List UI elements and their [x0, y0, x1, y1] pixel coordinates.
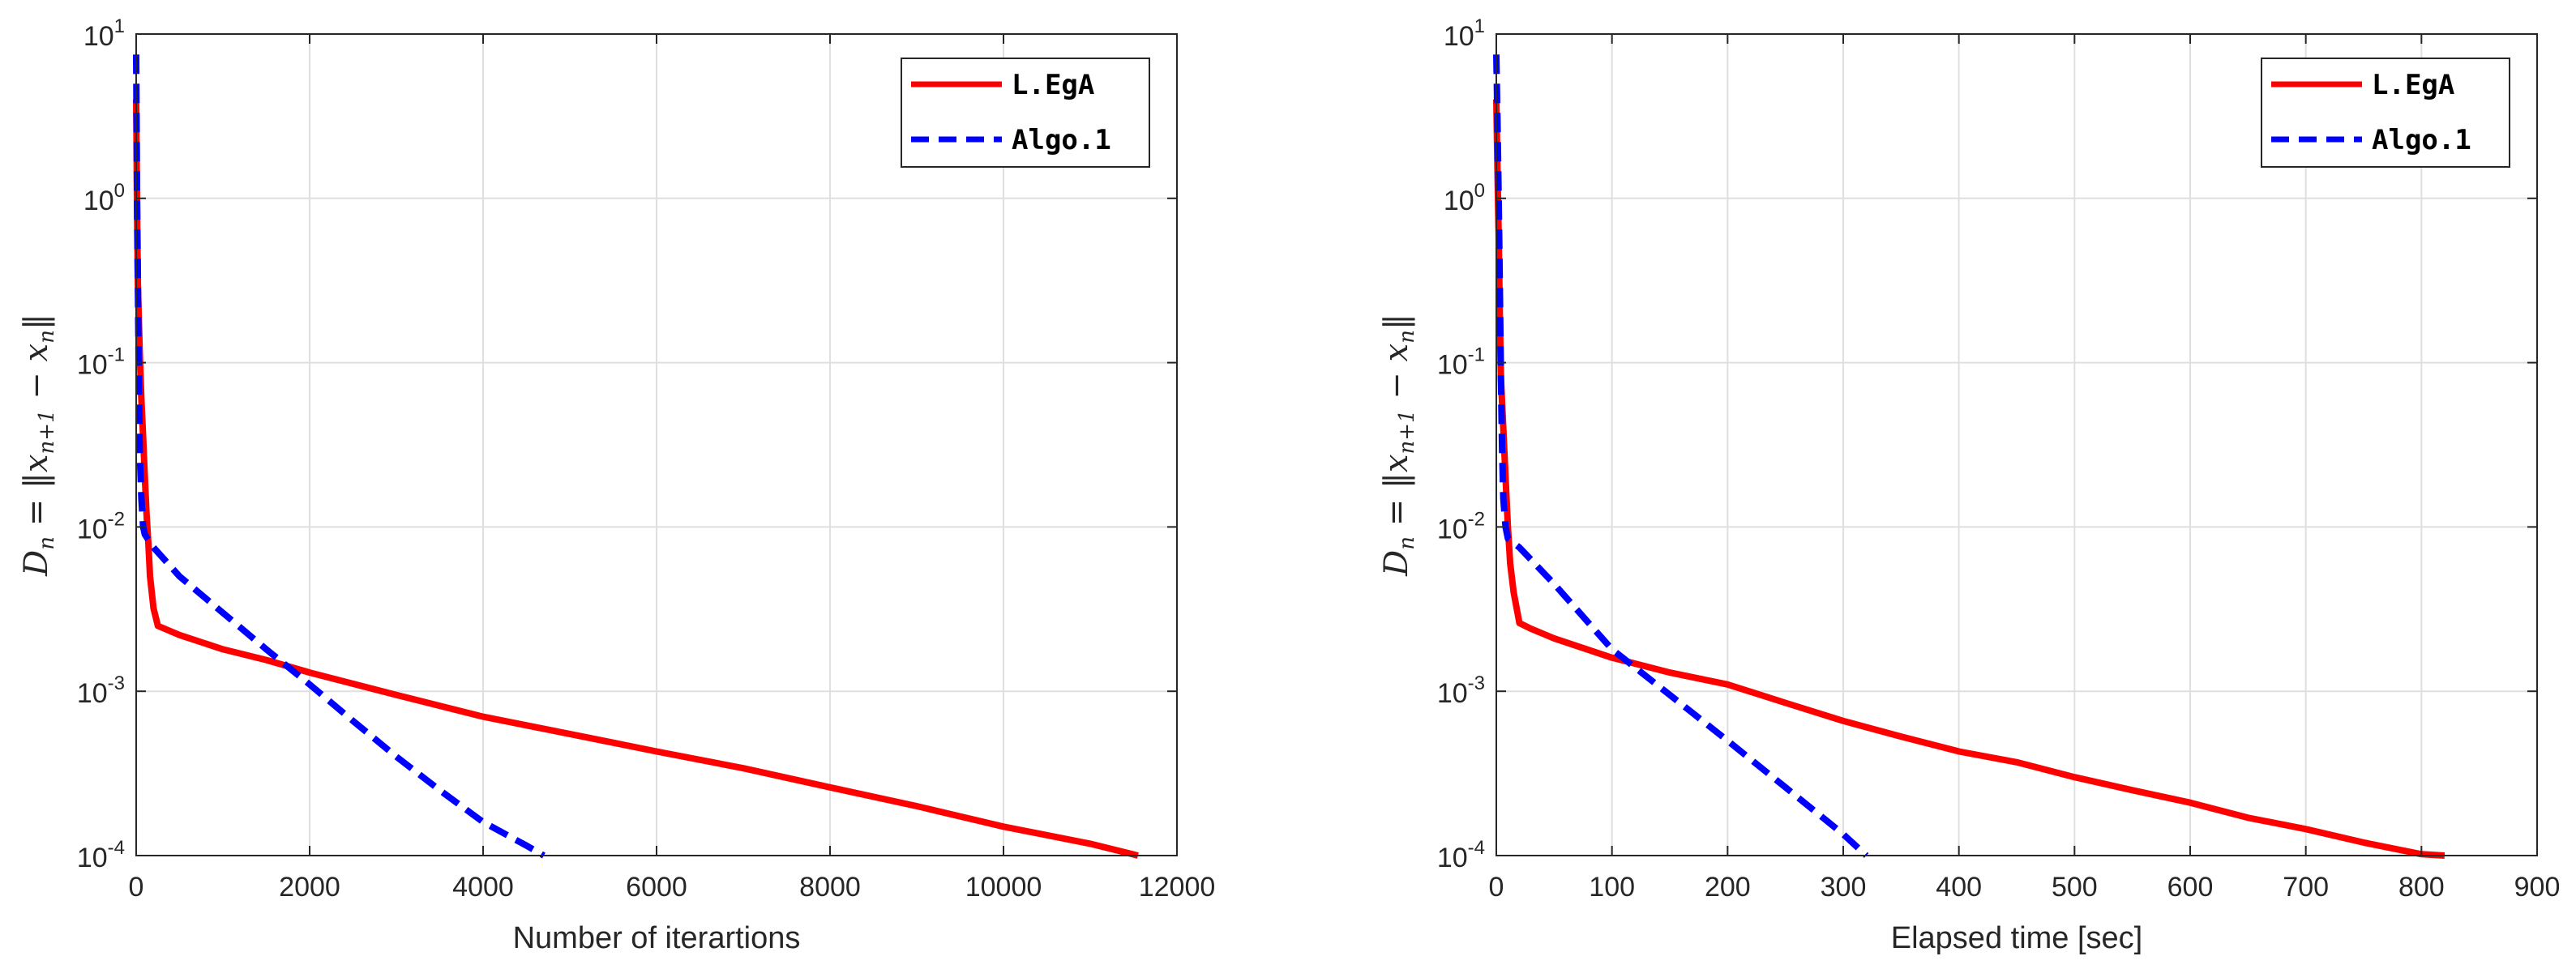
x-tick-label: 700	[2283, 872, 2329, 903]
x-tick-label: 900	[2514, 872, 2561, 903]
y-tick-label: 101	[83, 15, 125, 52]
y-tick-label: 100	[1444, 180, 1485, 216]
x-tick-label: 200	[1705, 872, 1751, 903]
series-line-algo-1	[133, 54, 546, 859]
x-tick-labels: 0 100 200 300 400 500 600 700 800 900	[1489, 872, 2561, 903]
x-tick-label: 4000	[452, 872, 514, 903]
x-tick-label: 6000	[626, 872, 687, 903]
tick-marks	[1496, 33, 2538, 856]
legend-label-algo1: Algo.1	[2372, 124, 2471, 156]
legend: L.EgA Algo.1	[2261, 58, 2510, 168]
legend-label-algo1: Algo.1	[1012, 124, 1111, 156]
x-tick-label: 800	[2398, 872, 2445, 903]
legend-label-lega: L.EgA	[2372, 69, 2454, 101]
y-tick-label: 10-3	[77, 672, 125, 709]
legend: L.EgA Algo.1	[901, 58, 1150, 168]
x-tick-label: 0	[129, 872, 144, 903]
x-tick-label: 400	[1936, 872, 1982, 903]
y-tick-label: 10-2	[1437, 508, 1485, 544]
x-tick-label: 2000	[279, 872, 340, 903]
y-tick-labels: 10-4 10-3 10-2 10-1 100 101	[77, 15, 125, 873]
tick-marks	[135, 33, 1178, 856]
x-tick-label: 0	[1489, 872, 1504, 903]
y-tick-label: 10-4	[1437, 837, 1485, 873]
y-tick-label: 101	[1444, 15, 1485, 52]
y-tick-label: 100	[83, 180, 125, 216]
x-tick-label: 600	[2167, 872, 2214, 903]
x-tick-labels: 0 2000 4000 6000 8000 10000 12000	[129, 872, 1216, 903]
y-tick-label: 10-2	[77, 508, 125, 544]
plot-area	[133, 54, 1139, 859]
chart-elapsed-time: 0 100 200 300 400 500 600 700 800 900 10-410-310-…	[1378, 15, 2560, 955]
x-tick-label: 8000	[799, 872, 861, 903]
series-line-algo-1	[1493, 54, 1869, 858]
x-tick-label: 100	[1589, 872, 1635, 903]
y-tick-labels: 10-4 10-3 10-2 10-1 100 101	[1437, 15, 1485, 873]
chart-iterations: 0 2000 4000 6000 8000 10000 12000 10-4 10-3 10-2…	[18, 15, 1215, 955]
x-axis-label: Number of iterartions	[513, 921, 801, 955]
y-tick-label: 10-4	[77, 837, 125, 873]
x-tick-label: 300	[1821, 872, 1867, 903]
axes-background	[1496, 34, 2537, 856]
y-axis-label: Dn = ‖xn+1 − xn‖	[18, 314, 59, 577]
y-tick-label: 10-1	[77, 344, 125, 381]
x-tick-label: 500	[2052, 872, 2098, 903]
axes-box	[1496, 33, 2538, 856]
x-tick-label: 12000	[1139, 872, 1216, 903]
x-tick-label: 10000	[965, 872, 1042, 903]
plot-area	[1493, 54, 2445, 859]
series-line-l-ega	[133, 99, 1139, 859]
legend-label-lega: L.EgA	[1012, 69, 1094, 101]
legend-box	[901, 58, 1150, 168]
y-tick-label: 10-1	[1437, 344, 1485, 381]
x-axis-label: Elapsed time [sec]	[1891, 921, 2142, 955]
y-tick-label: 10-3	[1437, 672, 1485, 709]
y-axis-label: Dn = ‖xn+1 − xn‖	[1378, 314, 1419, 577]
legend-box	[2261, 58, 2510, 168]
grid	[136, 34, 1177, 856]
